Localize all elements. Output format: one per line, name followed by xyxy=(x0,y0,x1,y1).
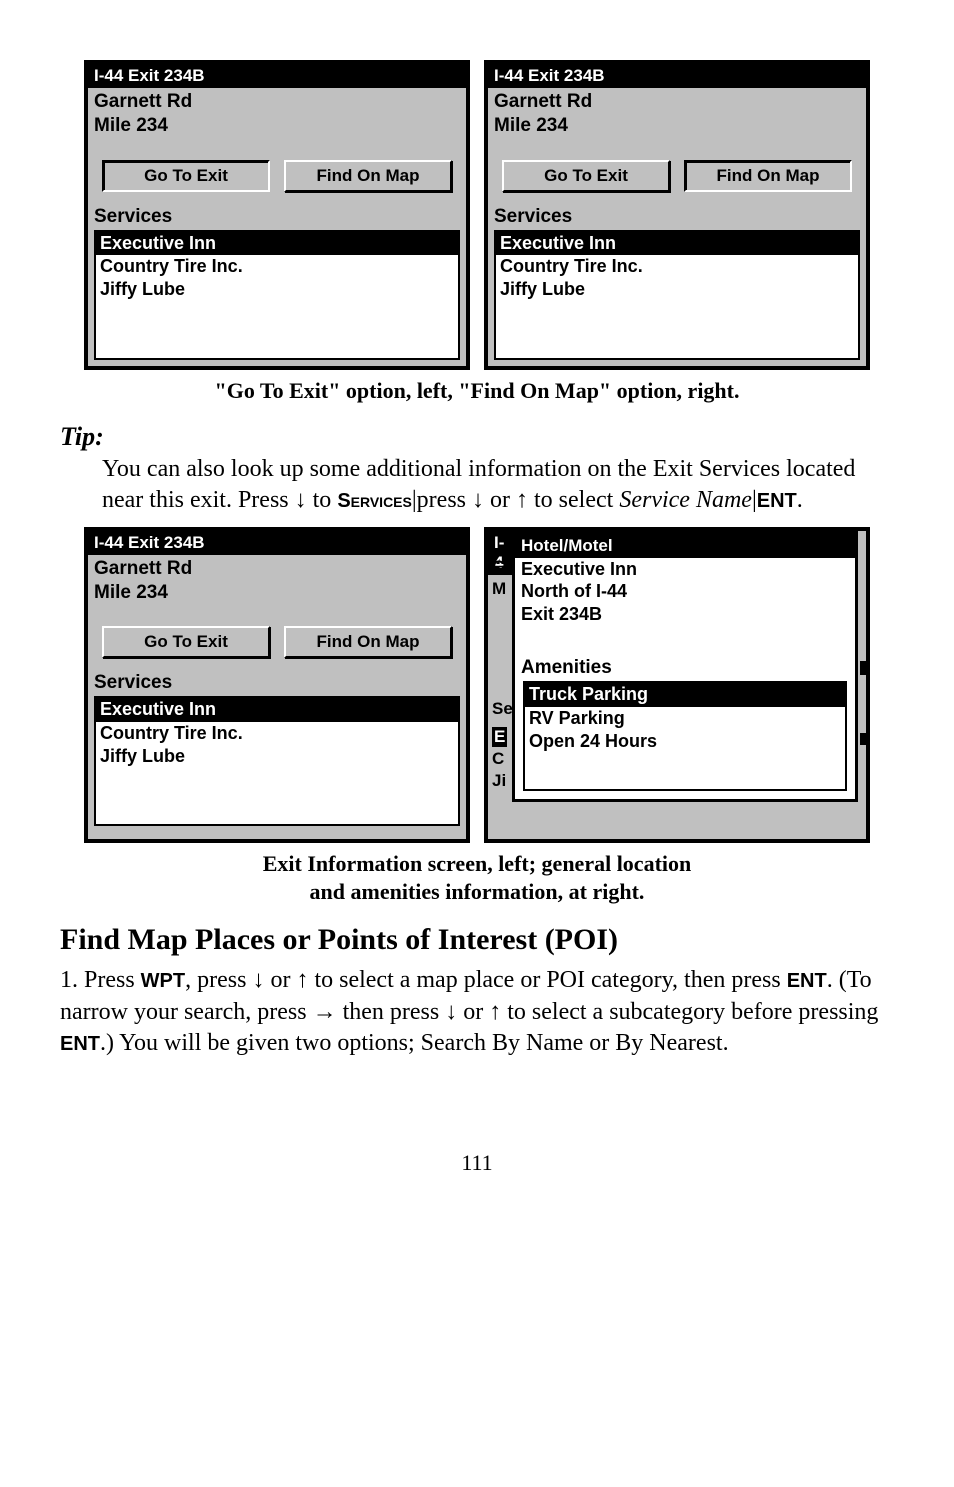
bg-letter: Ji xyxy=(492,771,506,791)
window-title: I-44 Exit 234B xyxy=(88,64,466,88)
list-item[interactable]: Truck Parking xyxy=(525,683,845,706)
list-item[interactable]: Country Tire Inc. xyxy=(96,255,458,278)
wpt-cmd: WPT xyxy=(141,970,185,992)
services-label: Services xyxy=(88,200,466,228)
ent-cmd: ENT xyxy=(60,1033,100,1055)
services-cmd: Services xyxy=(337,490,412,512)
amenities-popup-screen: I-4 G M Se E C Ji Hotel/Motel Executive … xyxy=(484,527,870,843)
services-list[interactable]: Executive Inn Country Tire Inc. Jiffy Lu… xyxy=(94,230,460,360)
bg-letter: Se xyxy=(492,699,513,719)
bg-letter: M xyxy=(492,579,506,599)
list-item[interactable]: Executive Inn xyxy=(496,232,858,255)
mile-marker: Mile 234 xyxy=(488,114,866,138)
tip-body: You can also look up some additional inf… xyxy=(60,454,894,517)
list-item[interactable]: RV Parking xyxy=(525,707,845,730)
figure-caption-2b: and amenities information, at right. xyxy=(60,879,894,905)
go-to-exit-button[interactable]: Go To Exit xyxy=(502,160,670,192)
services-list[interactable]: Executive Inn Country Tire Inc. Jiffy Lu… xyxy=(94,696,460,826)
bg-letter: C xyxy=(492,749,504,769)
hotel-info-popup: Hotel/Motel Executive Inn North of I-44 … xyxy=(512,531,858,803)
road-name: Garnett Rd xyxy=(88,90,466,114)
list-item[interactable]: Executive Inn xyxy=(96,232,458,255)
hotel-location: North of I-44 xyxy=(515,580,855,603)
hotel-name: Executive Inn xyxy=(515,558,855,581)
scroll-indicator-icon xyxy=(860,733,868,745)
find-on-map-button[interactable]: Find On Map xyxy=(284,626,452,658)
ent-cmd: ENT xyxy=(757,490,797,512)
bg-letter: E xyxy=(492,727,507,747)
go-to-exit-button[interactable]: Go To Exit xyxy=(102,160,270,192)
figure-caption-1: "Go To Exit" option, left, "Find On Map"… xyxy=(60,378,894,404)
tip-heading: Tip: xyxy=(60,422,894,452)
page-number: 111 xyxy=(60,1150,894,1176)
screenshot-row-1: I-44 Exit 234B Garnett Rd Mile 234 Go To… xyxy=(60,60,894,370)
hotel-exit: Exit 234B xyxy=(515,603,855,626)
list-item[interactable]: Country Tire Inc. xyxy=(496,255,858,278)
mile-marker: Mile 234 xyxy=(88,114,466,138)
popup-title: Hotel/Motel xyxy=(515,534,855,558)
services-label: Services xyxy=(88,666,466,694)
list-item[interactable]: Jiffy Lube xyxy=(96,745,458,768)
exit-info-screen: I-44 Exit 234B Garnett Rd Mile 234 Go To… xyxy=(84,527,470,843)
road-name: Garnett Rd xyxy=(88,557,466,581)
amenities-list[interactable]: Truck Parking RV Parking Open 24 Hours xyxy=(523,681,847,791)
list-item[interactable]: Open 24 Hours xyxy=(525,730,845,753)
list-item[interactable]: Jiffy Lube xyxy=(96,278,458,301)
list-item[interactable]: Executive Inn xyxy=(96,698,458,721)
services-list[interactable]: Executive Inn Country Tire Inc. Jiffy Lu… xyxy=(494,230,860,360)
section-heading: Find Map Places or Points of Interest (P… xyxy=(60,923,894,957)
find-on-map-button[interactable]: Find On Map xyxy=(684,160,852,192)
exit-screen-goto-selected: I-44 Exit 234B Garnett Rd Mile 234 Go To… xyxy=(84,60,470,370)
ent-cmd: ENT xyxy=(787,970,827,992)
road-name: Garnett Rd xyxy=(488,90,866,114)
window-title: I-44 Exit 234B xyxy=(88,531,466,555)
list-item[interactable]: Country Tire Inc. xyxy=(96,722,458,745)
scroll-indicator-icon xyxy=(860,661,868,675)
bg-letter: G xyxy=(492,557,505,577)
amenities-label: Amenities xyxy=(515,655,855,679)
find-on-map-button[interactable]: Find On Map xyxy=(284,160,452,192)
exit-screen-findmap-selected: I-44 Exit 234B Garnett Rd Mile 234 Go To… xyxy=(484,60,870,370)
window-title: I-44 Exit 234B xyxy=(488,64,866,88)
mile-marker: Mile 234 xyxy=(88,581,466,605)
services-label: Services xyxy=(488,200,866,228)
list-item[interactable]: Jiffy Lube xyxy=(496,278,858,301)
instruction-paragraph: 1. Press WPT, press ↓ or ↑ to select a m… xyxy=(60,965,894,1060)
go-to-exit-button[interactable]: Go To Exit xyxy=(102,626,270,658)
figure-caption-2a: Exit Information screen, left; general l… xyxy=(60,851,894,877)
screenshot-row-2: I-44 Exit 234B Garnett Rd Mile 234 Go To… xyxy=(60,527,894,843)
